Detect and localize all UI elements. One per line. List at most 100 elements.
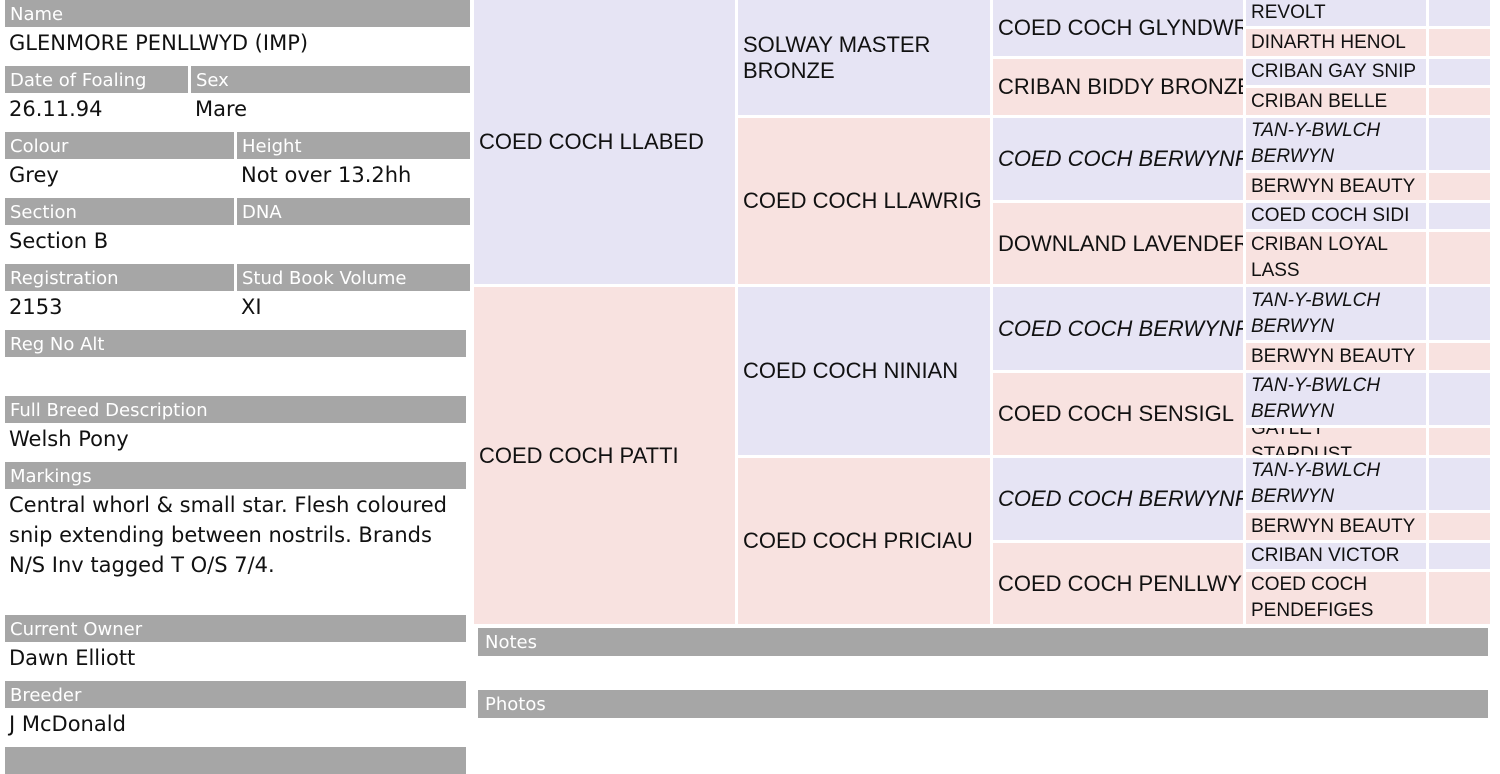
empty-ancestor <box>1429 173 1490 200</box>
field-value: Grey <box>9 163 59 187</box>
field-value: J McDonald <box>9 712 126 736</box>
empty-ancestor <box>1429 543 1490 569</box>
field: Colour Grey <box>5 132 234 195</box>
field-value: Dawn Elliott <box>9 646 136 670</box>
ancestor: GATLEY STARDUST <box>1246 428 1426 455</box>
field-label: Reg No Alt <box>5 330 466 357</box>
section-header: Notes <box>478 628 1488 656</box>
ancestor: TAN-Y-BWLCH BERWYN <box>1246 287 1426 340</box>
field-value: Mare <box>195 97 248 121</box>
ancestor: SOLWAY MASTER BRONZE <box>738 0 990 115</box>
ancestor: COED COCH BERWYNFA <box>993 287 1243 370</box>
ancestor: COED COCH PENLLWYD <box>993 543 1243 624</box>
empty-ancestor <box>1429 0 1490 26</box>
empty-ancestor <box>1429 287 1490 340</box>
field: Sex Mare <box>191 66 470 129</box>
ancestor: DINARTH HENOL <box>1246 29 1426 56</box>
ancestor: COED COCH LLABED <box>474 0 735 284</box>
field-label: Sex <box>191 66 470 93</box>
field-row: Name GLENMORE PENLLWYD (IMP) <box>5 0 470 63</box>
field-row: Date of Foaling 26.11.94 Sex Mare <box>5 66 470 129</box>
field-value: Not over 13.2hh <box>241 163 412 187</box>
empty-ancestor <box>1429 373 1490 425</box>
field-label: Stud Book Volume <box>237 264 470 291</box>
field-value: 2153 <box>9 295 63 319</box>
field-label <box>5 747 466 774</box>
ancestor: COED COCH PRICIAU <box>738 458 990 624</box>
field-label: Colour <box>5 132 234 159</box>
empty-ancestor <box>1429 513 1490 540</box>
field: Full Breed Description Welsh Pony <box>5 396 466 459</box>
field-label: Name <box>5 0 470 27</box>
ancestor: COED COCH PENDEFIGES <box>1246 572 1426 624</box>
field: Registration 2153 <box>5 264 234 327</box>
ancestor: COED COCH PATTI <box>474 287 735 624</box>
field: Section Section B <box>5 198 234 261</box>
field-row: Current Owner Dawn Elliott <box>5 615 470 678</box>
field-row: Breeder J McDonald <box>5 681 470 744</box>
field-label: Markings <box>5 462 466 489</box>
field-value: Welsh Pony <box>9 427 129 451</box>
ancestor: COED COCH SIDI <box>1246 203 1426 229</box>
ancestor: COED COCH SENSIGL <box>993 373 1243 455</box>
field: Reg No Alt <box>5 330 466 393</box>
empty-ancestor <box>1429 343 1490 370</box>
ancestor: CRIBAN LOYAL LASS <box>1246 232 1426 284</box>
field-label: Height <box>237 132 470 159</box>
ancestor: CRIBAN BELLE <box>1246 88 1426 115</box>
field-row: Registration 2153 Stud Book Volume XI <box>5 264 470 327</box>
empty-ancestor <box>1429 29 1490 56</box>
empty-ancestor <box>1429 88 1490 115</box>
empty-ancestor <box>1429 458 1490 510</box>
field: Current Owner Dawn Elliott <box>5 615 466 678</box>
ancestor: BERWYN BEAUTY <box>1246 173 1426 200</box>
ancestor: COED COCH LLAWRIG <box>738 118 990 284</box>
field-label: Full Breed Description <box>5 396 466 423</box>
field-value: GLENMORE PENLLWYD (IMP) <box>9 31 309 55</box>
field-value: Central whorl & small star. Flesh colour… <box>9 493 447 577</box>
field-row: Reg No Alt <box>5 330 470 393</box>
field-label: Registration <box>5 264 234 291</box>
field-value: 26.11.94 <box>9 97 103 121</box>
field-label: Date of Foaling <box>5 66 188 93</box>
field-value: Section B <box>9 229 109 253</box>
field-label: Section <box>5 198 234 225</box>
ancestor: TAN-Y-BWLCH BERWYN <box>1246 373 1426 425</box>
ancestor: TAN-Y-BWLCH BERWYN <box>1246 458 1426 510</box>
ancestor: COED COCH BERWYNFA <box>993 118 1243 200</box>
field-row: Section Section B DNA <box>5 198 470 261</box>
field-row: Markings Central whorl & small star. Fles… <box>5 462 470 612</box>
empty-ancestor <box>1429 59 1490 85</box>
field-label: Breeder <box>5 681 466 708</box>
empty-ancestor <box>1429 572 1490 624</box>
ancestor: BERWYN BEAUTY <box>1246 513 1426 540</box>
ancestor: BERWYN BEAUTY <box>1246 343 1426 370</box>
ancestor: TAN-Y-BWLCH BERWYN <box>1246 118 1426 170</box>
empty-ancestor <box>1429 428 1490 455</box>
field: Height Not over 13.2hh <box>237 132 470 195</box>
ancestor: CRIBAN VICTOR <box>1246 543 1426 569</box>
ancestor: REVOLT <box>1246 0 1426 26</box>
empty-ancestor <box>1429 203 1490 229</box>
ancestor: COED COCH GLYNDWR <box>993 0 1243 56</box>
field-label: DNA <box>237 198 470 225</box>
field-value: XI <box>241 295 262 319</box>
field-row: Full Breed Description Welsh Pony <box>5 396 470 459</box>
section-header: Photos <box>478 690 1488 718</box>
field: Date of Foaling 26.11.94 <box>5 66 188 129</box>
page: Name GLENMORE PENLLWYD (IMP) Date of Foali… <box>5 0 1490 774</box>
pedigree: COED COCH LLABED COED COCH PATTI SOLWAY MA… <box>474 0 1490 624</box>
field-row: Colour Grey Height Not over 13.2hh <box>5 132 470 195</box>
ancestor: COED COCH BERWYNFA <box>993 458 1243 540</box>
field-label: Current Owner <box>5 615 466 642</box>
field: Markings Central whorl & small star. Fles… <box>5 462 466 612</box>
field: DNA <box>237 198 470 261</box>
ancestor: CRIBAN BIDDY BRONZE <box>993 59 1243 115</box>
field: Breeder J McDonald <box>5 681 466 744</box>
ancestor: DOWNLAND LAVENDER <box>993 203 1243 284</box>
ancestor: CRIBAN GAY SNIP <box>1246 59 1426 85</box>
ancestor: COED COCH NINIAN <box>738 287 990 455</box>
empty-ancestor <box>1429 118 1490 170</box>
field: Name GLENMORE PENLLWYD (IMP) <box>5 0 470 63</box>
details-panel: Name GLENMORE PENLLWYD (IMP) Date of Foali… <box>5 0 470 774</box>
